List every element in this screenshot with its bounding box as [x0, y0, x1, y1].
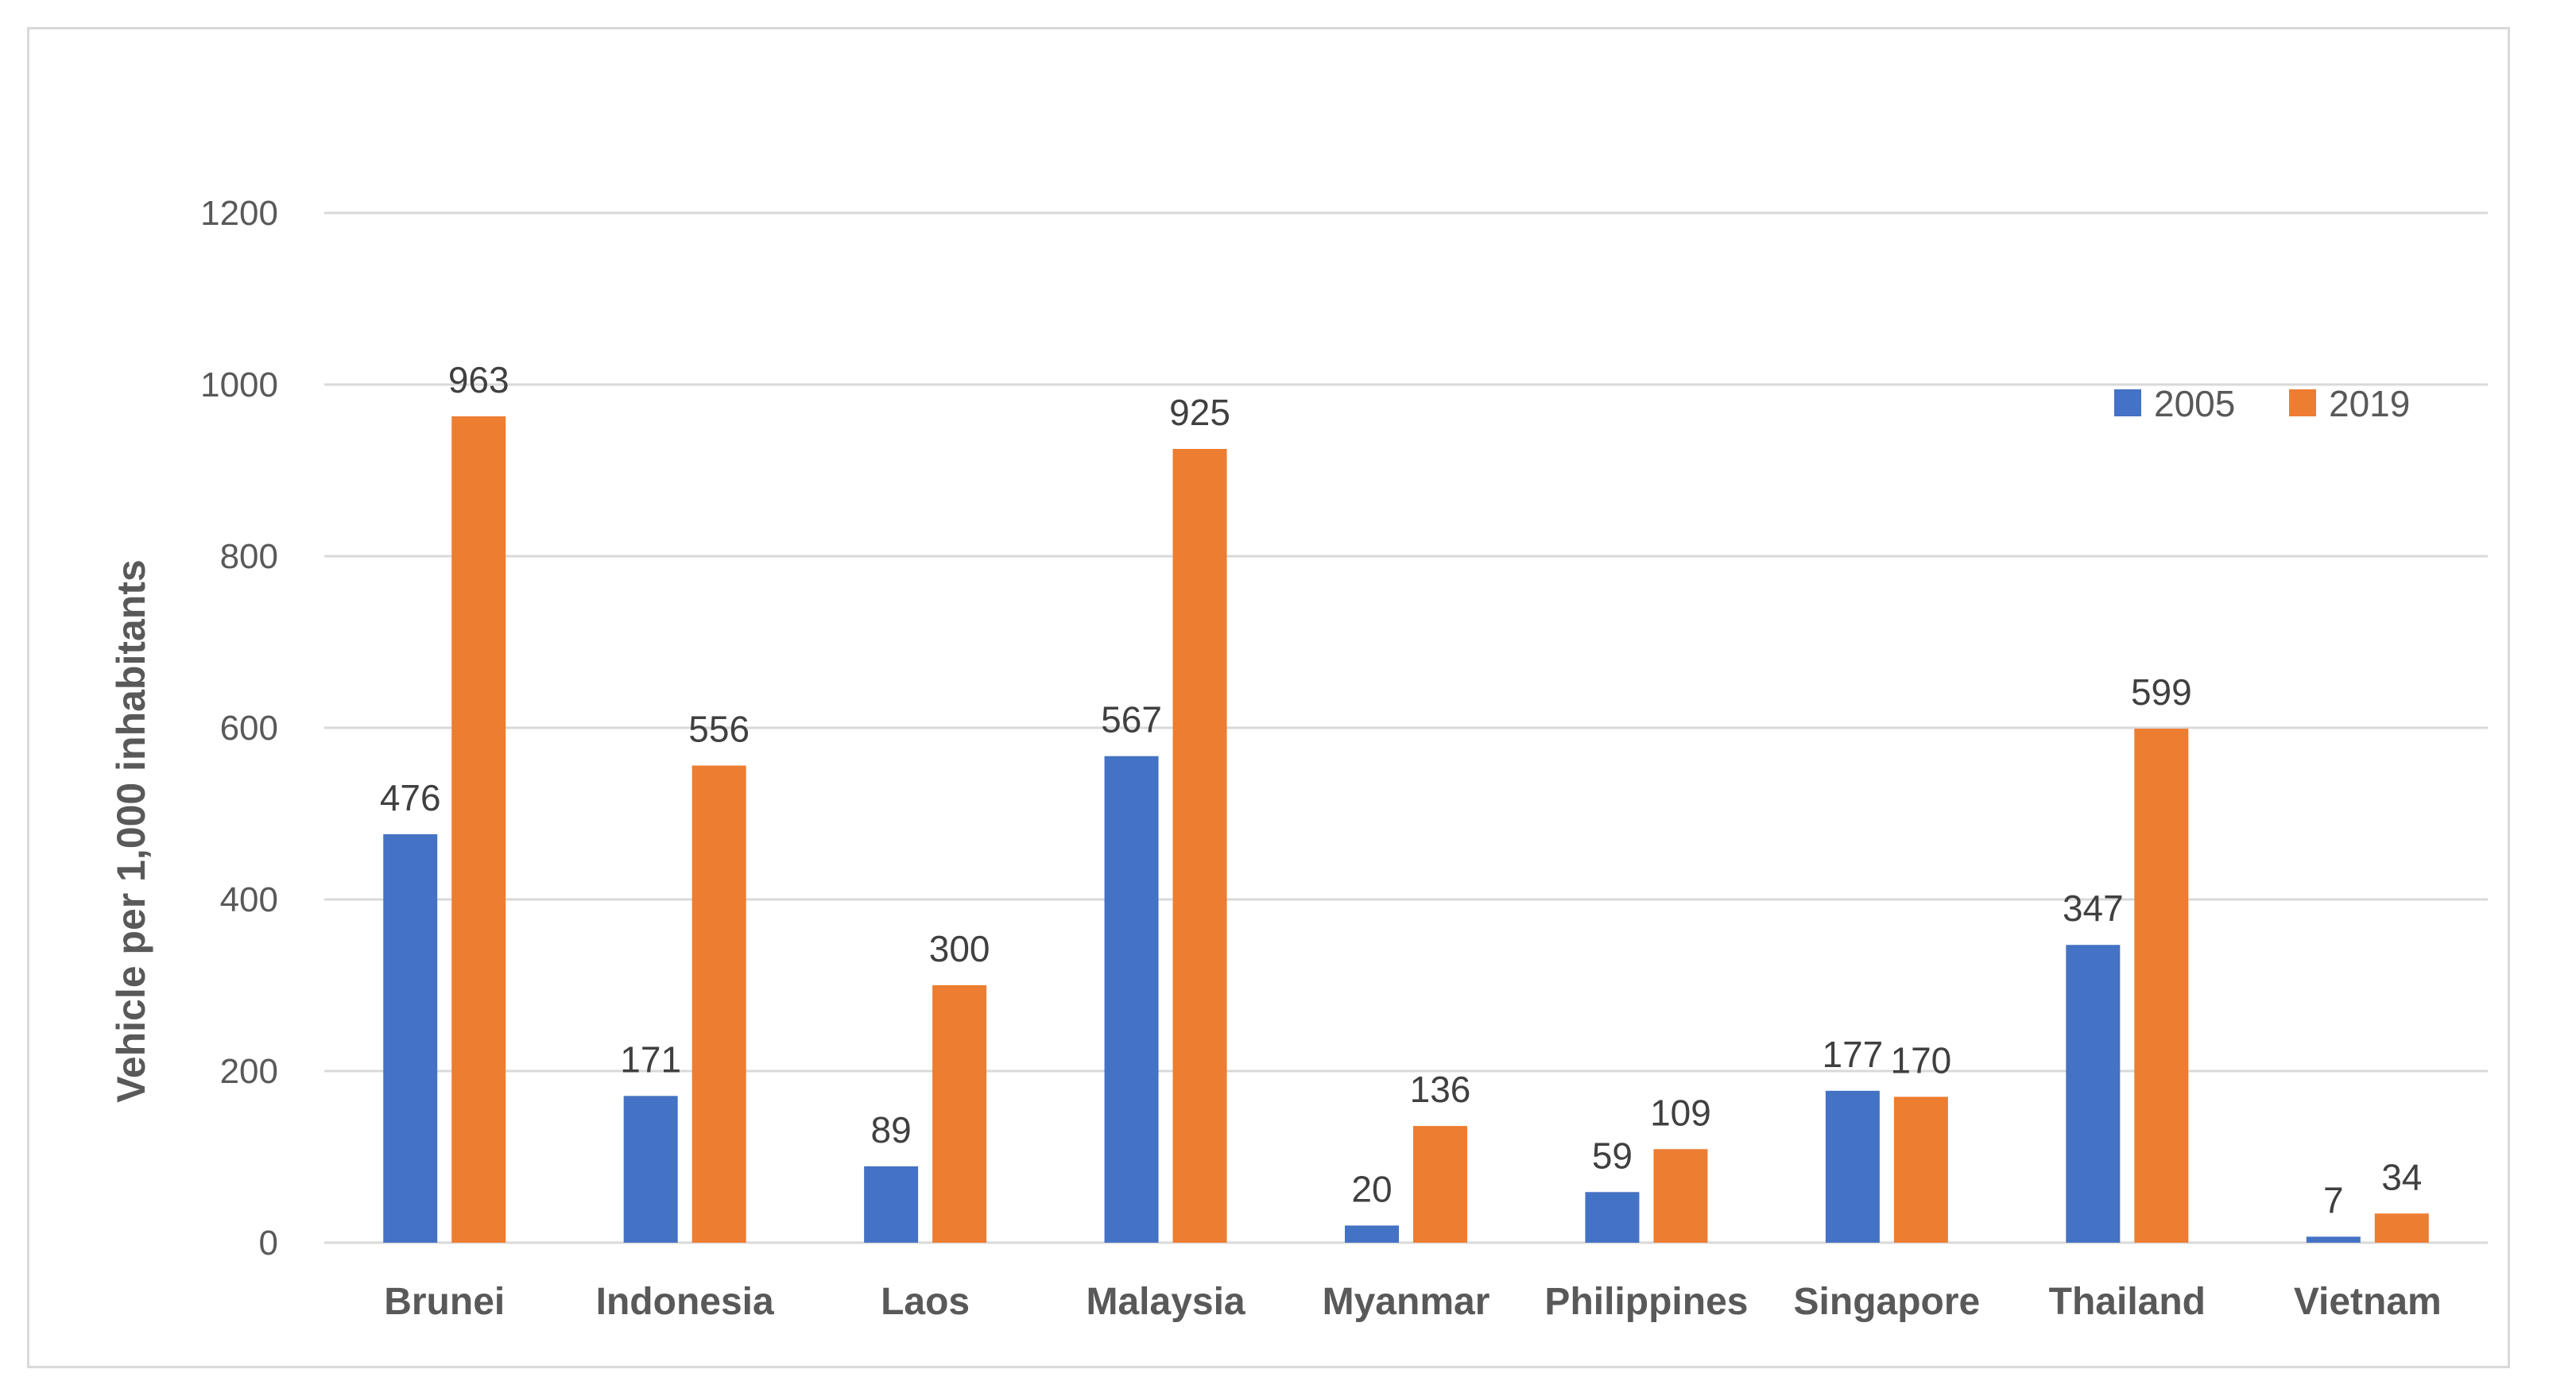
- legend: 2005 2019: [2114, 383, 2410, 424]
- y-axis-ticks: 0 200 400 600 800 1000 1200: [200, 194, 278, 1263]
- data-label: 7: [2323, 1179, 2344, 1220]
- data-label: 925: [1169, 392, 1230, 433]
- y-tick-label: 200: [220, 1052, 278, 1091]
- y-axis-title: Vehicle per 1,000 inhabitants: [109, 559, 153, 1103]
- data-label: 476: [380, 777, 441, 818]
- data-label: 136: [1410, 1069, 1471, 1110]
- bar-2019-philippines: [1653, 1149, 1708, 1243]
- legend-swatch: [2289, 389, 2316, 416]
- x-category-label: Philippines: [1544, 1281, 1748, 1323]
- bar-2019-myanmar: [1413, 1126, 1467, 1243]
- bar-2005-malaysia: [1104, 756, 1159, 1243]
- legend-swatch: [2114, 389, 2141, 416]
- x-category-label: Malaysia: [1086, 1281, 1245, 1323]
- data-label: 567: [1101, 699, 1162, 741]
- bar-2005-indonesia: [623, 1096, 678, 1243]
- x-category-label: Vietnam: [2294, 1281, 2442, 1323]
- y-tick-label: 600: [220, 709, 278, 748]
- legend-label: 2005: [2154, 383, 2235, 424]
- data-label: 177: [1823, 1034, 1884, 1075]
- data-label: 109: [1650, 1092, 1711, 1133]
- data-label: 556: [688, 709, 750, 750]
- bar-2019-indonesia: [691, 765, 746, 1243]
- data-labels: 476 963 171 556 89 300 567 925 20 136 59 109 177 170 3…: [380, 359, 2423, 1220]
- x-category-label: Indonesia: [596, 1281, 774, 1323]
- y-tick-label: 1000: [200, 365, 278, 404]
- bar-2005-singapore: [1825, 1090, 1880, 1243]
- data-label: 963: [448, 359, 509, 400]
- y-tick-label: 0: [259, 1224, 278, 1263]
- y-tick-label: 800: [220, 537, 278, 576]
- gridlines: [324, 211, 2488, 1073]
- bar-2019-thailand: [2134, 729, 2189, 1243]
- bar-2019-brunei: [451, 416, 506, 1243]
- y-tick-label: 400: [220, 880, 278, 919]
- bar-2019-vietnam: [2374, 1213, 2429, 1243]
- data-label: 34: [2381, 1156, 2422, 1197]
- data-label: 300: [929, 928, 990, 969]
- bar-2019-laos: [932, 985, 987, 1243]
- data-label: 59: [1592, 1135, 1633, 1176]
- data-label: 89: [871, 1109, 912, 1151]
- bar-2005-vietnam: [2306, 1236, 2361, 1243]
- y-tick-label: 1200: [200, 194, 278, 233]
- bar-2019-malaysia: [1172, 449, 1227, 1243]
- bar-2005-laos: [864, 1166, 919, 1243]
- bar-2005-thailand: [2066, 945, 2121, 1243]
- legend-label: 2019: [2329, 383, 2410, 424]
- x-category-label: Laos: [881, 1281, 970, 1323]
- bar-2005-myanmar: [1345, 1225, 1399, 1243]
- x-category-label: Brunei: [384, 1281, 505, 1323]
- x-category-label: Myanmar: [1323, 1281, 1490, 1323]
- data-label: 170: [1891, 1039, 1952, 1081]
- data-label: 171: [620, 1038, 681, 1080]
- data-label: 599: [2131, 671, 2192, 713]
- x-axis-categories: Brunei Indonesia Laos Malaysia Myanmar Philip…: [384, 1281, 2441, 1323]
- bars: [383, 416, 2429, 1243]
- data-label: 347: [2063, 888, 2124, 929]
- bar-2005-brunei: [383, 833, 438, 1243]
- bar-2005-philippines: [1585, 1192, 1640, 1243]
- data-label: 20: [1351, 1168, 1392, 1209]
- x-category-label: Singapore: [1794, 1281, 1981, 1323]
- x-category-label: Thailand: [2049, 1281, 2206, 1323]
- bar-2019-singapore: [1893, 1096, 1948, 1243]
